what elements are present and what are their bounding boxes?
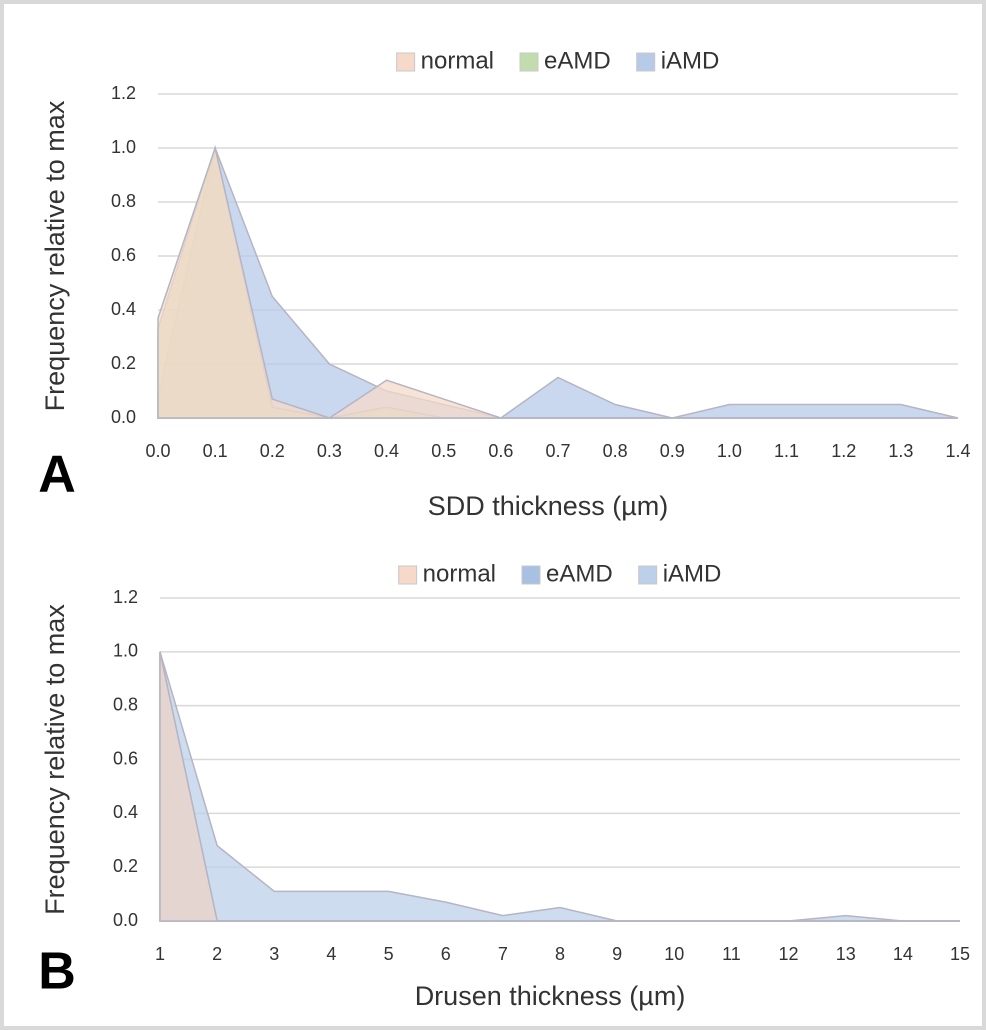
y-tick-label: 0.0 [113, 910, 138, 930]
x-tick-label: 0.7 [545, 441, 570, 461]
legend-label: normal [421, 47, 494, 74]
x-tick-label: 12 [779, 944, 799, 964]
x-tick-label: 0.0 [145, 441, 170, 461]
x-tick-label: 1.4 [945, 441, 970, 461]
x-tick-label: 14 [893, 944, 913, 964]
legend-label: eAMD [544, 47, 611, 74]
x-tick-label: 0.4 [374, 441, 399, 461]
x-tick-label: 11 [722, 944, 741, 964]
y-axis-title: Frequency relative to max [40, 604, 70, 915]
y-tick-label: 0.6 [113, 748, 138, 768]
x-tick-label: 1.1 [774, 441, 799, 461]
x-tick-label: 5 [384, 944, 394, 964]
legend-swatch [638, 565, 658, 585]
area [159, 651, 960, 922]
y-tick-label: 0.4 [111, 299, 136, 319]
y-tick-label: 0.2 [113, 856, 138, 876]
legend-label: normal [423, 560, 496, 587]
legend-label: eAMD [546, 560, 613, 587]
legend-label: iAMD [661, 47, 720, 74]
y-tick-label: 0.2 [111, 353, 136, 373]
x-tick-label: 1.3 [888, 441, 913, 461]
y-tick-label: 1.2 [111, 83, 136, 103]
x-tick-label: 0.3 [317, 441, 342, 461]
x-tick-label: 0.6 [488, 441, 513, 461]
x-tick-label: 1.0 [717, 441, 742, 461]
x-tick-label: 10 [664, 944, 684, 964]
x-tick-label: 1.2 [831, 441, 856, 461]
area [157, 145, 958, 419]
x-tick-label: 0.2 [260, 441, 285, 461]
y-tick-label: 0.4 [113, 802, 138, 822]
legend-swatch [521, 565, 541, 585]
legend-swatch [636, 52, 656, 72]
x-tick-label: 0.5 [431, 441, 456, 461]
y-tick-label: 0.8 [111, 191, 136, 211]
legend-label: iAMD [663, 560, 722, 587]
x-tick-label: 6 [441, 944, 451, 964]
y-tick-label: 0.0 [111, 407, 136, 427]
x-tick-label: 1 [155, 944, 165, 964]
x-tick-label: 0.8 [603, 441, 628, 461]
legend-swatch [398, 565, 418, 585]
panel-label: B [38, 943, 76, 1001]
x-tick-label: 0.9 [660, 441, 685, 461]
x-tick-label: 8 [555, 944, 565, 964]
x-tick-label: 4 [326, 944, 336, 964]
y-tick-label: 0.8 [113, 694, 138, 714]
x-tick-label: 9 [612, 944, 622, 964]
y-tick-label: 1.0 [113, 641, 138, 661]
y-tick-label: 1.2 [113, 587, 138, 607]
x-tick-label: 2 [212, 944, 222, 964]
panel-label: A [38, 446, 76, 504]
x-tick-label: 7 [498, 944, 508, 964]
y-axis-title: Frequency relative to max [40, 100, 70, 411]
legend-swatch [396, 52, 416, 72]
x-tick-label: 13 [836, 944, 856, 964]
x-tick-label: 0.1 [203, 441, 228, 461]
x-tick-label: 3 [269, 944, 279, 964]
y-tick-label: 1.0 [111, 137, 136, 157]
legend-swatch [519, 52, 539, 72]
x-axis-title: Drusen thickness (µm) [415, 981, 686, 1011]
x-axis-title: SDD thickness (µm) [428, 491, 669, 521]
x-tick-label: 15 [950, 944, 970, 964]
y-tick-label: 0.6 [111, 245, 136, 265]
